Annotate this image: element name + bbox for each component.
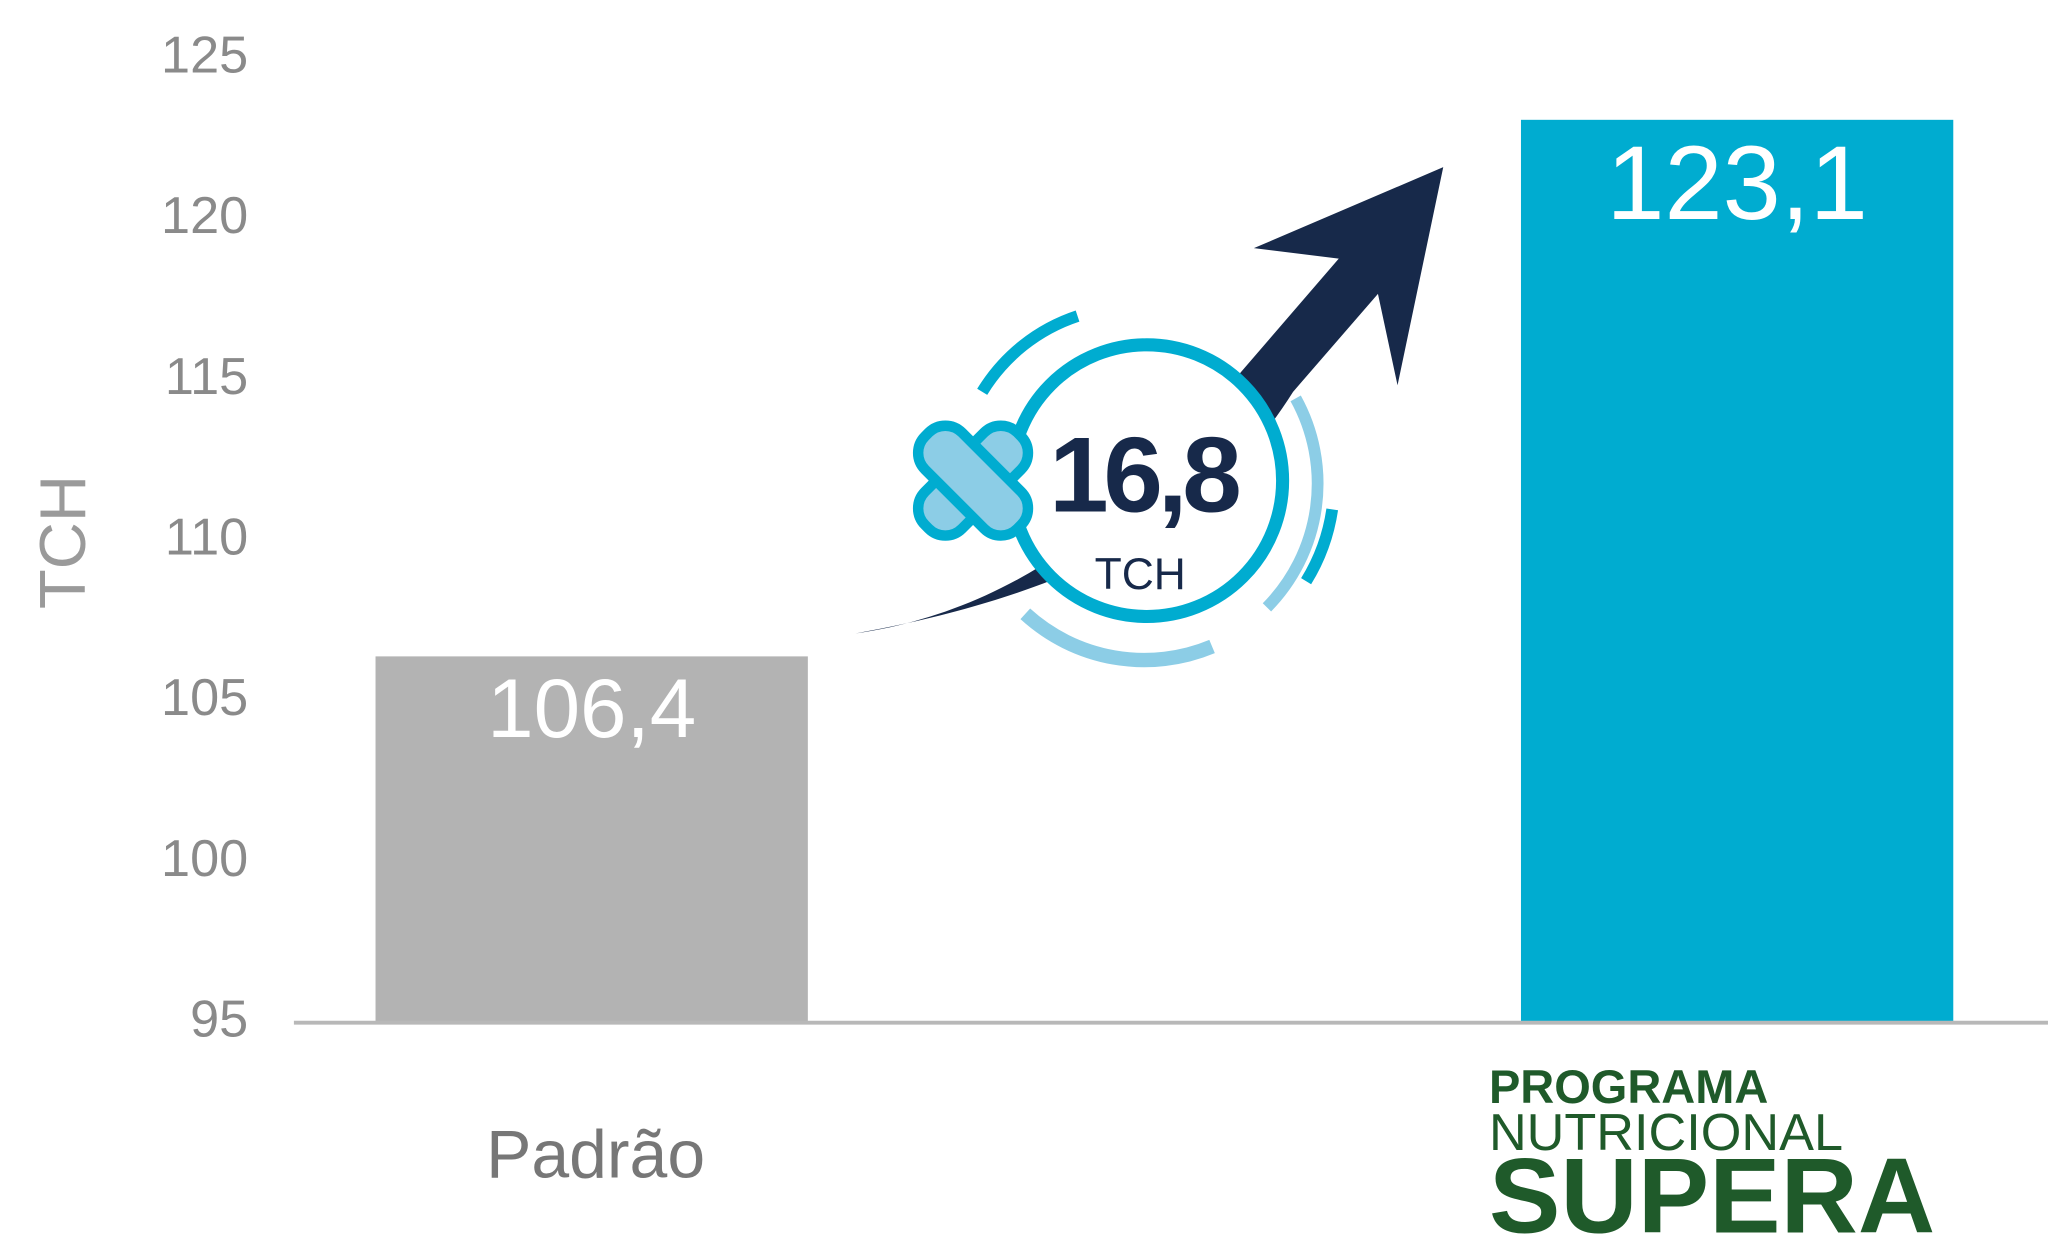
badge-value: 16,8 <box>1049 415 1239 535</box>
y-tick-label: 100 <box>161 830 248 888</box>
value-label: 123,1 <box>1606 125 1867 242</box>
y-tick-label: 115 <box>165 348 248 406</box>
y-tick-label: 110 <box>165 509 248 567</box>
y-tick-label: 95 <box>190 990 248 1048</box>
y-tick-label: 125 <box>161 27 248 85</box>
category-logo-line: SUPERA <box>1489 1135 1935 1246</box>
gain-badge: 16,8 TCH <box>855 167 1444 668</box>
arc <box>1262 395 1324 612</box>
arrow <box>855 167 1444 634</box>
y-tick-label: 105 <box>161 669 248 727</box>
arc <box>977 310 1080 395</box>
y-tick-label: 120 <box>161 187 248 245</box>
arc <box>1301 508 1339 585</box>
plus-icon <box>912 420 1034 541</box>
category-logo-line: NUTRICIONAL <box>1489 1104 1843 1162</box>
y-axis-label: TCH <box>26 475 99 609</box>
badge-unit: TCH <box>1095 550 1186 599</box>
x-tick-label: Padrão <box>486 1118 705 1193</box>
category-logo-line: PROGRAMA <box>1489 1060 1768 1113</box>
value-label: 106,4 <box>487 661 696 755</box>
bar <box>1520 119 1954 1023</box>
arc <box>1020 608 1215 668</box>
bar <box>375 656 808 1023</box>
